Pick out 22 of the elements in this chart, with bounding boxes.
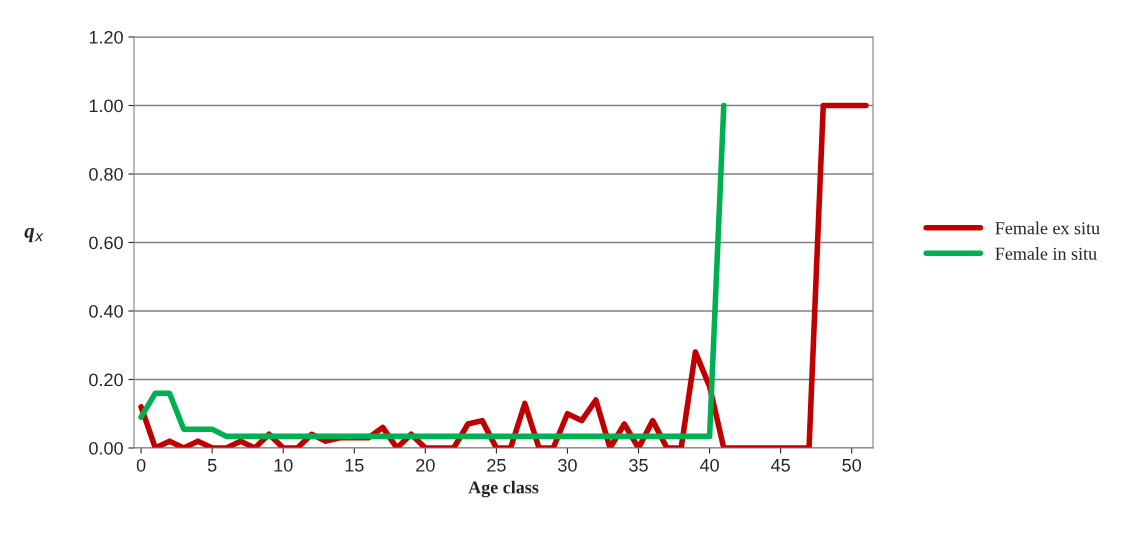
y-tick-label: 0.20 bbox=[89, 373, 123, 387]
x-tick-label: 0 bbox=[136, 458, 146, 472]
x-tick-label: 20 bbox=[416, 458, 435, 472]
x-tick-label: 25 bbox=[487, 458, 506, 472]
x-tick-label: 45 bbox=[771, 459, 790, 472]
y-tick-label: 1.00 bbox=[89, 99, 123, 113]
y-tick-label: 0.60 bbox=[89, 236, 123, 250]
x-tick-label: 5 bbox=[207, 459, 217, 472]
legend-label: Female ex situ bbox=[995, 221, 1100, 235]
x-axis-title: Age class bbox=[468, 480, 539, 498]
y-tick-label: 0.40 bbox=[89, 304, 123, 318]
x-tick-label: 50 bbox=[842, 458, 862, 472]
y-tick-label: 1.20 bbox=[89, 30, 123, 44]
x-tick-label: 40 bbox=[699, 458, 719, 472]
y-axis-title: q$_{x}$ bbox=[24, 227, 44, 243]
x-tick-label: 15 bbox=[345, 459, 364, 472]
y-tick-label: 0.80 bbox=[89, 167, 123, 181]
legend-label: Female in situ bbox=[995, 247, 1097, 260]
x-tick-label: 30 bbox=[558, 458, 577, 472]
x-tick-label: 35 bbox=[629, 458, 648, 472]
y-tick-label: 0.00 bbox=[89, 441, 123, 455]
x-tick-label: 10 bbox=[274, 458, 293, 472]
